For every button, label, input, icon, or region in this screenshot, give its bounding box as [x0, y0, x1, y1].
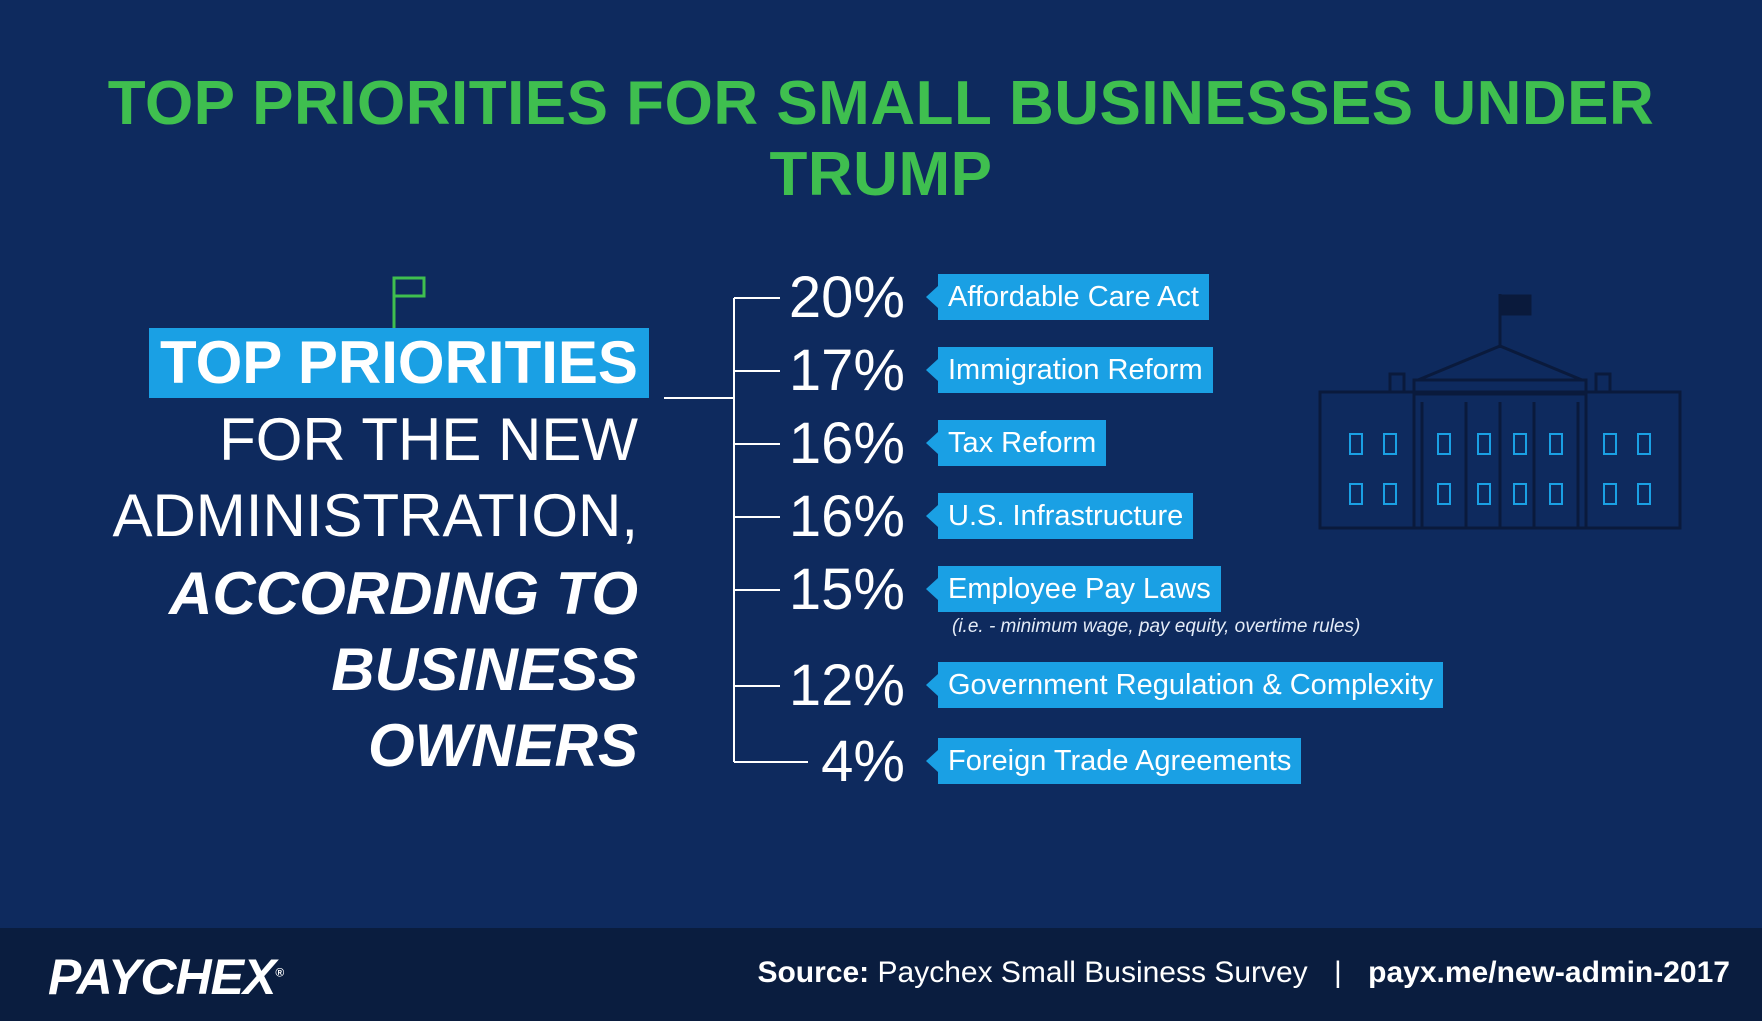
source-label: Source: — [757, 956, 870, 989]
priority-row: 17% Immigration Reform — [0, 341, 1762, 401]
headline-line-3: ADMINISTRATION, — [112, 482, 638, 549]
logo-registered-mark: ® — [275, 965, 284, 980]
bracket-connector — [664, 297, 808, 763]
headline-line-4: ACCORDING TO — [169, 560, 638, 627]
priority-row: 16% U.S. Infrastructure — [0, 487, 1762, 547]
priority-row: 4% Foreign Trade Agreements — [0, 732, 1762, 792]
priority-row: 20% Affordable Care Act — [0, 268, 1762, 328]
priority-percent: 16% — [788, 411, 905, 476]
priority-label: Government Regulation & Complexity — [925, 662, 1444, 708]
priority-percent: 17% — [788, 338, 905, 403]
priority-label: Immigration Reform — [926, 347, 1213, 393]
headline-line-6: OWNERS — [368, 712, 638, 779]
headline-line-5: BUSINESS — [331, 636, 638, 703]
pay-laws-note: (i.e. - minimum wage, pay equity, overti… — [952, 616, 1361, 637]
source-line: Source: Paychex Small Business Survey | … — [757, 956, 1730, 990]
priority-percent: 16% — [788, 484, 905, 549]
priority-percent: 4% — [821, 729, 905, 794]
priority-percent: 15% — [788, 557, 905, 622]
headline-highlight: TOP PRIORITIES — [160, 329, 638, 396]
page-title: TOP PRIORITIES FOR SMALL BUSINESSES UNDE… — [107, 69, 1655, 209]
paychex-logo: PAYCHEX® — [48, 948, 284, 1006]
priority-label: U.S. Infrastructure — [925, 493, 1194, 539]
logo-text: PAYCHEX — [48, 949, 276, 1005]
flag-icon — [392, 276, 426, 328]
source-text: Paychex Small Business Survey — [877, 956, 1308, 989]
priority-label: Tax Reform — [925, 420, 1107, 466]
headline-highlight-box — [149, 328, 649, 398]
source-url[interactable]: payx.me/new-admin-2017 — [1368, 956, 1730, 989]
priority-row: 12% Government Regulation & Complexity — [0, 656, 1762, 716]
headline-line-2: FOR THE NEW — [219, 406, 638, 473]
priority-row: 15% Employee Pay Laws — [0, 560, 1762, 620]
priority-percent: 20% — [788, 265, 905, 330]
footer: PAYCHEX® Source: Paychex Small Business … — [0, 928, 1762, 1021]
priority-label: Foreign Trade Agreements — [925, 738, 1302, 784]
priority-label: Affordable Care Act — [926, 274, 1209, 320]
white-house-icon — [1318, 294, 1682, 530]
priority-row: 16% Tax Reform — [0, 414, 1762, 474]
source-separator: | — [1334, 956, 1342, 989]
priority-percent: 12% — [788, 653, 905, 718]
priority-label: Employee Pay Laws — [926, 566, 1221, 612]
